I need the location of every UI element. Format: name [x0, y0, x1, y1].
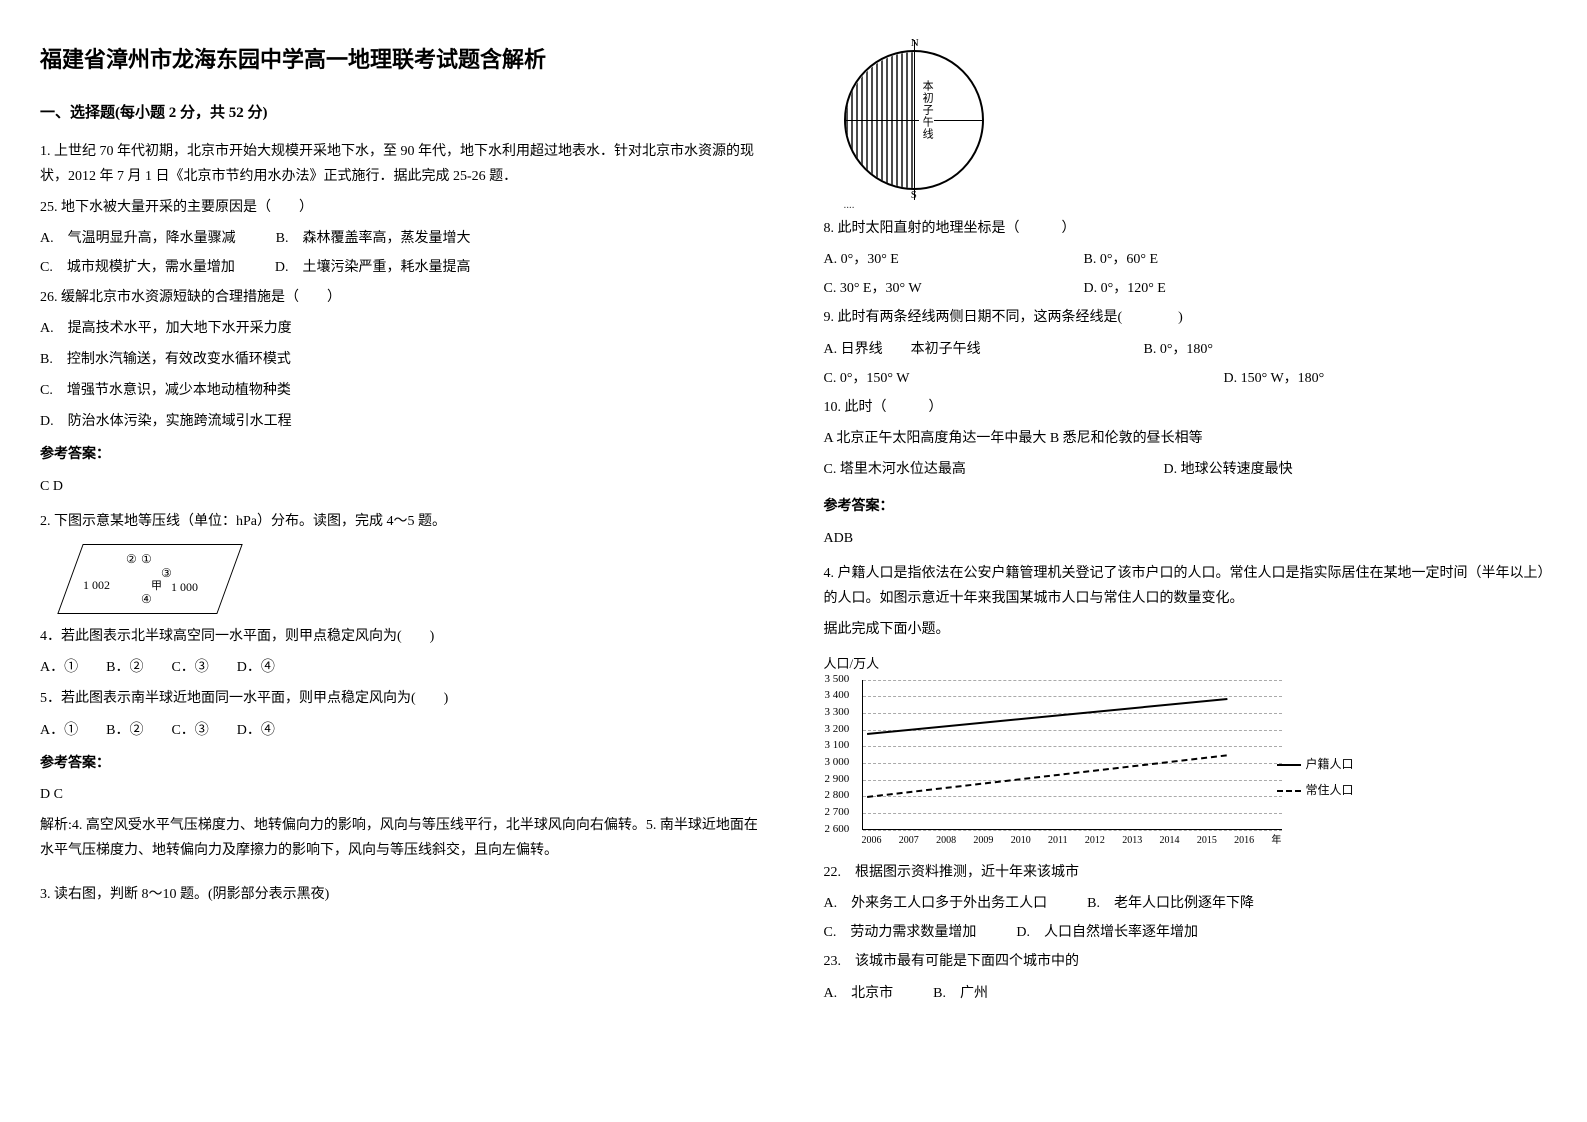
chart-x-label: 2015	[1197, 832, 1217, 850]
chart-gridline	[863, 780, 1282, 781]
q26: 26. 缓解北京市水资源短缺的合理措施是（ ）	[40, 285, 764, 310]
q2-ans: D C	[40, 782, 764, 807]
q3-ans: ADB	[824, 526, 1548, 551]
globe-meridian-label: 本初子午线	[919, 79, 934, 141]
fig-1000: 1 000	[171, 577, 198, 599]
population-chart: 人口/万人 户籍人口 常住人口 2 6002 7002 8002 9003 00…	[824, 652, 1548, 849]
chart-y-label: 3 500	[825, 670, 850, 690]
chart-x-label: 2006	[862, 832, 882, 850]
section-1-head: 一、选择题(每小题 2 分，共 52 分)	[40, 100, 764, 127]
q10-opt-ab: A 北京正午太阳高度角达一年中最大 B 悉尼和伦敦的昼长相等	[824, 426, 1548, 451]
q2-explain: 解析:4. 高空风受水平气压梯度力、地转偏向力的影响，风向与等压线平行，北半球风…	[40, 813, 764, 863]
globe-s-label: S	[911, 186, 917, 206]
q1-ans-head: 参考答案：	[40, 442, 764, 467]
q8-opt-d: D. 0°，120° E	[1084, 276, 1166, 301]
q4: 4．若此图表示北半球高空同一水平面，则甲点稳定风向为( )	[40, 624, 764, 649]
q25-opt-b: B. 森林覆盖率高，蒸发量增大	[276, 226, 471, 251]
q9-opt-b: B. 0°，180°	[1144, 337, 1214, 362]
q3-stem: 3. 读右图，判断 8～10 题。(阴影部分表示黑夜)	[40, 882, 764, 907]
q25-opt-c: C. 城市规模扩大，需水量增加	[40, 255, 235, 280]
fig-mark-2: ②	[126, 549, 137, 571]
q26-opt-d: D. 防治水体污染，实施跨流域引水工程	[40, 409, 764, 434]
chart-gridline	[863, 746, 1282, 747]
fig-jia: 甲	[151, 577, 162, 597]
chart-x-label: 2011	[1048, 832, 1068, 850]
q8-opt-a: A. 0°，30° E	[824, 247, 1044, 272]
doc-title: 福建省漳州市龙海东园中学高一地理联考试题含解析	[40, 40, 764, 80]
globe-n-label: N	[911, 34, 919, 54]
chart-gridline	[863, 830, 1282, 831]
fig-mark-4: ④	[141, 589, 152, 611]
q26-opt-a: A. 提高技术水平，加大地下水开采力度	[40, 316, 764, 341]
chart-x-label: 2009	[973, 832, 993, 850]
q22: 22. 根据图示资料推测，近十年来该城市	[824, 860, 1548, 885]
q25-opt-a: A. 气温明显升高，降水量骤减	[40, 226, 236, 251]
q2-figure: ② ① ③ 1 002 甲 1 000 ④	[60, 544, 764, 614]
q2-ans-head: 参考答案：	[40, 751, 764, 776]
q22-opt-c: C. 劳动力需求数量增加	[824, 920, 977, 945]
q22-opt-d: D. 人口自然增长率逐年增加	[1016, 920, 1198, 945]
chart-x-label: 2007	[899, 832, 919, 850]
q4-opts: A．① B．② C．③ D．④	[40, 655, 764, 680]
q25-opt-d: D. 土壤污染严重，耗水量提高	[275, 255, 471, 280]
chart-x-label: 2012	[1085, 832, 1105, 850]
fig-1002: 1 002	[83, 575, 110, 597]
q23-opt-b: B. 广州	[933, 981, 988, 1006]
chart-gridline	[863, 763, 1282, 764]
q10: 10. 此时（ ）	[824, 395, 1548, 420]
chart-x-label: 2013	[1122, 832, 1142, 850]
q9-opt-a: A. 日界线 本初子午线	[824, 337, 1104, 362]
chart-gridline	[863, 813, 1282, 814]
q23-opt-a: A. 北京市	[824, 981, 894, 1006]
chart-x-label: 2010	[1011, 832, 1031, 850]
q1-ans: C D	[40, 474, 764, 499]
q2-stem: 2. 下图示意某地等压线（单位：hPa）分布。读图，完成 4～5 题。	[40, 509, 764, 534]
chart-x-label: 2014	[1160, 832, 1180, 850]
q9: 9. 此时有两条经线两侧日期不同，这两条经线是( )	[824, 305, 1548, 330]
q8: 8. 此时太阳直射的地理坐标是（ ）	[824, 216, 1548, 241]
q10-opt-c: C. 塔里木河水位达最高	[824, 457, 1124, 482]
chart-gridline	[863, 730, 1282, 731]
q4q-stem2: 据此完成下面小题。	[824, 617, 1548, 642]
q22-opt-b: B. 老年人口比例逐年下降	[1087, 891, 1254, 916]
q4q-stem: 4. 户籍人口是指依法在公安户籍管理机关登记了该市户口的人口。常住人口是指实际居…	[824, 561, 1548, 611]
q5-opts: A．① B．② C．③ D．④	[40, 718, 764, 743]
chart-gridline	[863, 696, 1282, 697]
legend-huji: 户籍人口	[1305, 754, 1353, 776]
q9-opt-d: D. 150° W，180°	[1224, 366, 1325, 391]
chart-x-label: 年	[1271, 832, 1281, 850]
legend-changzhu: 常住人口	[1305, 780, 1353, 802]
chart-legend: 户籍人口 常住人口	[1277, 754, 1353, 805]
q10-opt-d: D. 地球公转速度最快	[1164, 457, 1293, 482]
q22-opt-a: A. 外来务工人口多于外出务工人口	[824, 891, 1048, 916]
q25: 25. 地下水被大量开采的主要原因是（ ）	[40, 195, 764, 220]
q1-stem: 1. 上世纪 70 年代初期，北京市开始大规模开采地下水，至 90 年代，地下水…	[40, 139, 764, 189]
q23: 23. 该城市最有可能是下面四个城市中的	[824, 949, 1548, 974]
globe-figure: N S 本初子午线	[844, 50, 984, 190]
chart-gridline	[863, 680, 1282, 681]
q8-opt-c: C. 30° E，30° W	[824, 276, 1044, 301]
chart-x-label: 2008	[936, 832, 956, 850]
q8-opt-b: B. 0°，60° E	[1084, 247, 1159, 272]
q26-opt-b: B. 控制水汽输送，有效改变水循环模式	[40, 347, 764, 372]
chart-series	[867, 755, 1227, 799]
fig-mark-1: ①	[141, 549, 152, 571]
chart-gridline	[863, 796, 1282, 797]
globe-caption: ....	[844, 196, 1548, 216]
chart-y-title: 人口/万人	[824, 652, 1548, 675]
q5: 5．若此图表示南半球近地面同一水平面，则甲点稳定风向为( )	[40, 686, 764, 711]
chart-x-label: 2016	[1234, 832, 1254, 850]
q3-ans-head: 参考答案：	[824, 494, 1548, 519]
q9-opt-c: C. 0°，150° W	[824, 366, 1184, 391]
q26-opt-c: C. 增强节水意识，减少本地动植物种类	[40, 378, 764, 403]
